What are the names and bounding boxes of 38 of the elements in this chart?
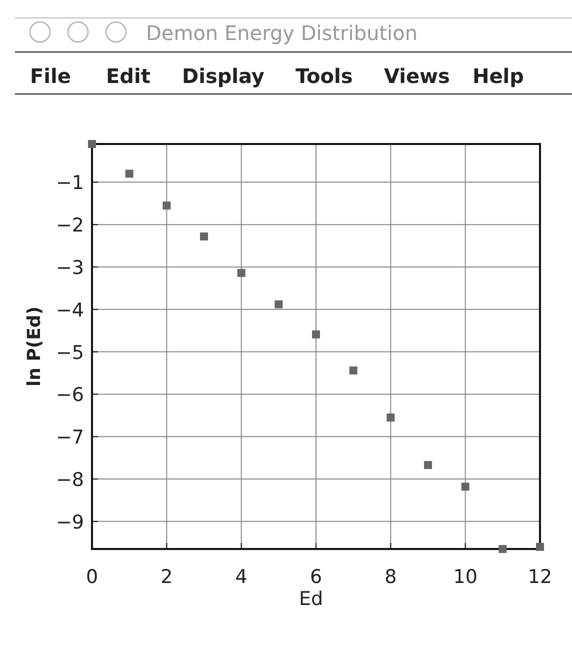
point — [125, 170, 134, 178]
point — [88, 140, 96, 148]
y-tick-label: −7 — [56, 426, 84, 449]
point — [498, 545, 507, 553]
y-tick-label: −3 — [56, 256, 84, 279]
point — [274, 300, 283, 308]
chart-title: Demon Energy Distribution — [146, 21, 418, 45]
text: Tools — [296, 64, 353, 88]
x-tick-label: 2 — [160, 566, 173, 588]
point — [312, 330, 320, 338]
point — [237, 268, 246, 277]
text: Help — [472, 64, 524, 88]
y-tick-label: −8 — [56, 469, 84, 492]
text: Edit — [106, 64, 151, 88]
x-tick-label: 0 — [86, 566, 98, 588]
x-tick-label: 6 — [310, 566, 322, 588]
y-tick-label: −1 — [56, 172, 84, 194]
text: Display — [182, 64, 264, 88]
point — [461, 482, 470, 491]
y-tick-label: −2 — [56, 214, 84, 237]
x-tick-label: 4 — [235, 566, 248, 588]
x-tick-label: 8 — [384, 566, 397, 588]
y-tick-label: −4 — [56, 299, 84, 322]
x-tick-label: 10 — [453, 566, 478, 588]
text: File — [30, 64, 71, 88]
y-tick-label: −6 — [56, 384, 84, 406]
text: Views — [384, 64, 450, 88]
point — [162, 201, 171, 210]
y-tick-label: −9 — [56, 511, 84, 534]
point — [536, 542, 544, 551]
y-tick-label: −5 — [56, 342, 84, 364]
x-axis-title: Ed — [298, 588, 324, 610]
point — [349, 366, 358, 374]
point — [386, 414, 395, 422]
point — [200, 232, 208, 240]
point — [424, 461, 432, 470]
y-axis-title: ln P(Ed) — [24, 306, 45, 387]
x-tick-label: 12 — [528, 566, 552, 588]
